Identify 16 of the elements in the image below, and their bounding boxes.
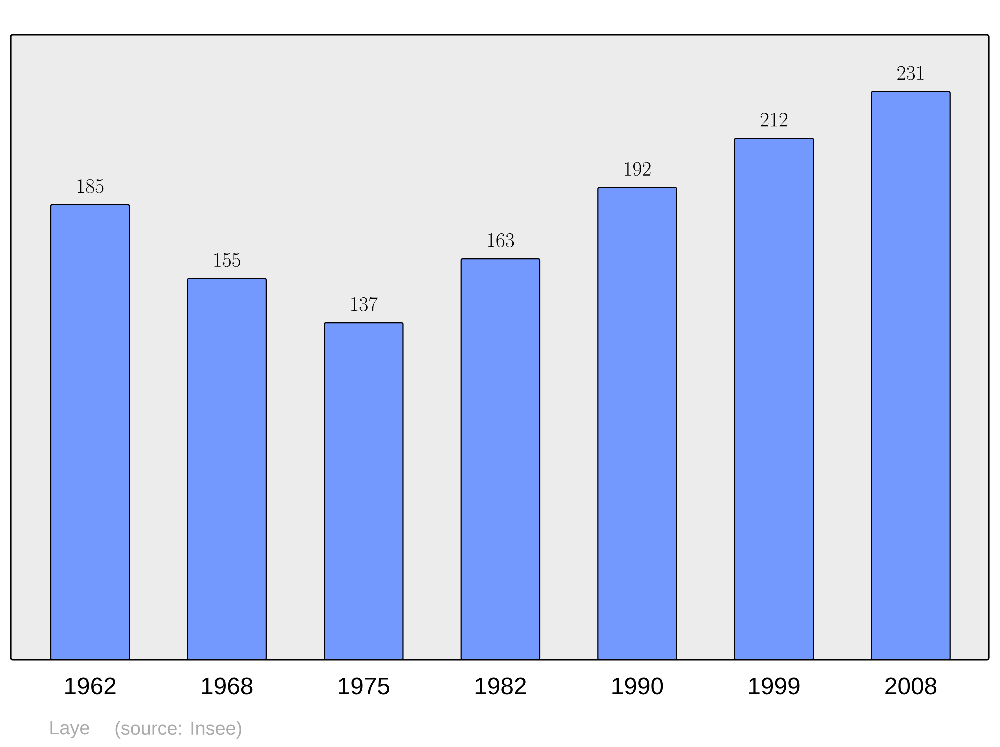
x-tick-label: 1999: [749, 678, 800, 695]
data-label: 192: [625, 162, 651, 176]
text: Laye: [50, 722, 90, 738]
data-label: 155: [214, 253, 240, 268]
data-label: 231: [898, 66, 924, 80]
data-label: 185: [78, 179, 104, 194]
data-label: 137: [351, 297, 378, 312]
data-label: 212: [760, 113, 788, 127]
text: (source: Insee): [116, 721, 242, 739]
data-label: 163: [488, 234, 514, 248]
x-tick-label: 2008: [886, 678, 937, 695]
x-tick-label: 1975: [339, 678, 390, 695]
x-tick-label: 1962: [66, 678, 116, 695]
x-tick-label: 1982: [476, 678, 526, 695]
x-tick-label: 1968: [202, 678, 253, 695]
x-tick-label: 1990: [612, 678, 664, 695]
